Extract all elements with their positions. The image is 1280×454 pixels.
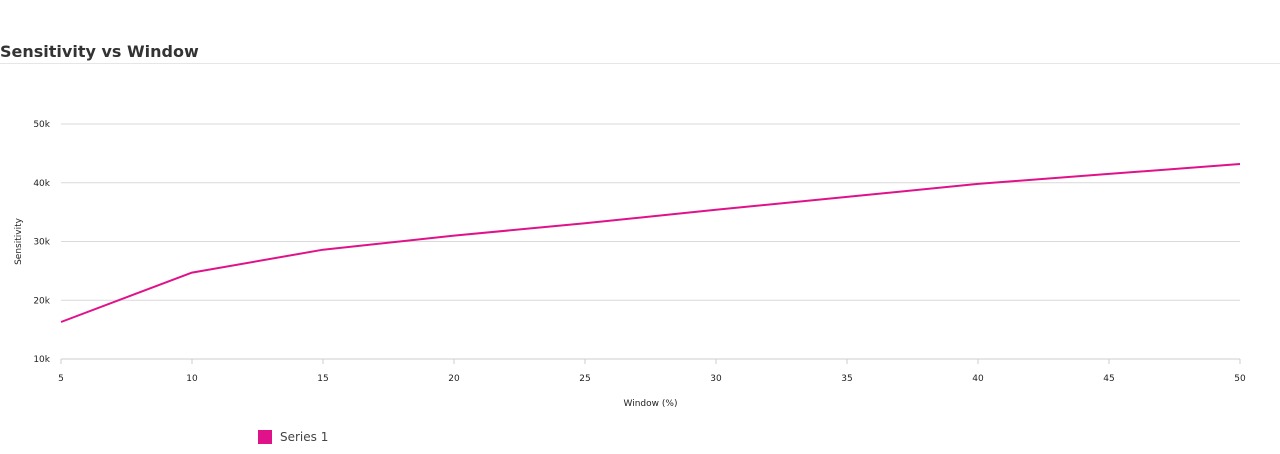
x-tick-label: 10 — [186, 374, 198, 384]
legend-swatch-series-1[interactable] — [258, 430, 272, 444]
series-line-1[interactable] — [60, 163, 1241, 323]
x-tick-label: 20 — [448, 374, 460, 384]
y-tick-label: 40k — [33, 179, 50, 189]
x-tick-label: 35 — [841, 374, 852, 384]
x-tick-label: 25 — [579, 374, 590, 384]
legend-label-series-1[interactable]: Series 1 — [280, 430, 329, 444]
legend: Series 1 — [258, 430, 328, 444]
x-axis — [60, 358, 1241, 364]
x-axis-title: Window (%) — [624, 399, 678, 409]
y-tick-label: 10k — [33, 355, 50, 365]
series-layer — [60, 163, 1241, 323]
y-axis-tick-labels: 10k 20k 30k 40k 50k — [33, 120, 50, 365]
x-tick-label: 50 — [1234, 374, 1246, 384]
x-tick-label: 40 — [972, 374, 984, 384]
y-tick-label: 50k — [33, 120, 50, 130]
x-tick-label: 15 — [317, 374, 328, 384]
chart-title: Sensitivity vs Window — [0, 42, 199, 61]
title-divider — [0, 63, 1280, 64]
y-tick-label: 30k — [33, 238, 50, 248]
y-tick-label: 20k — [33, 296, 50, 306]
x-tick-label: 30 — [710, 374, 722, 384]
x-axis-tick-labels: 5 10 15 20 25 30 35 40 45 50 — [58, 374, 1246, 384]
line-chart: 10k 20k 30k 40k 50k 5 10 15 20 25 30 35 40 45 50 Wind… — [14, 120, 1246, 409]
x-tick-label: 45 — [1103, 374, 1114, 384]
y-axis-title: Sensitivity — [14, 217, 24, 265]
x-tick-label: 5 — [58, 374, 64, 384]
grid-lines — [61, 123, 1240, 301]
